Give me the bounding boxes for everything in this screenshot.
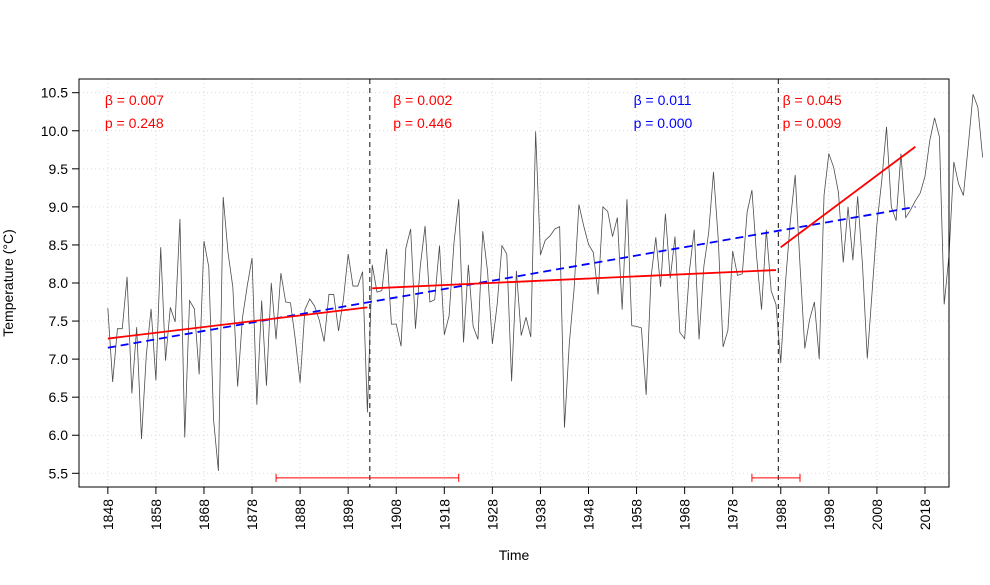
x-tick-label: 1888 (292, 499, 308, 530)
x-tick-label: 1878 (244, 499, 260, 530)
beta-annotation: β = 0.007 (105, 92, 164, 108)
overall-trend-line (107, 205, 916, 349)
y-tick-label: 6.5 (49, 389, 69, 405)
y-tick-label: 7.0 (49, 351, 69, 367)
annotation-layer: β = 0.007 p = 0.248 β = 0.002 p = 0.446 β = … (105, 92, 842, 131)
y-tick-label: 9.5 (49, 161, 69, 177)
x-tick-label: 1918 (436, 499, 452, 530)
y-tick-label: 10.0 (41, 123, 68, 139)
x-tick-label: 1968 (677, 499, 693, 530)
observed-temperature-line (107, 94, 984, 472)
y-tick-label: 6.0 (49, 427, 69, 443)
beta-annotation: β = 0.045 (783, 92, 842, 108)
p-value-annotation: p = 0.248 (105, 115, 164, 131)
segment-trend-line (107, 306, 368, 340)
x-tick-label: 1958 (629, 499, 645, 530)
x-tick-label: 1938 (532, 499, 548, 530)
segment-trend-line (780, 146, 916, 248)
y-tick-label: 9.0 (49, 199, 69, 215)
y-tick-label: 10.5 (41, 85, 68, 101)
y-tick-label: 8.5 (49, 237, 69, 253)
y-axis: 5.5 6.0 6.5 7.0 7.5 8.0 8.5 9.0 9.5 10.0 10.5 (41, 85, 79, 481)
x-tick-label: 1948 (581, 499, 597, 530)
x-axis-title: Time (499, 547, 530, 563)
x-axis: 1848 1858 1868 1878 1888 1898 1908 1918 1928 1938… (100, 487, 933, 530)
beta-annotation: β = 0.002 (393, 92, 452, 108)
beta-annotation: β = 0.011 (634, 92, 692, 108)
x-tick-label: 2008 (869, 499, 885, 530)
segment-trend-line (372, 269, 777, 290)
y-tick-label: 7.5 (49, 313, 69, 329)
x-tick-label: 1928 (484, 499, 500, 530)
p-value-annotation: p = 0.446 (393, 115, 452, 131)
x-tick-label: 1898 (340, 499, 356, 530)
x-tick-label: 1998 (821, 499, 837, 530)
x-tick-label: 1848 (100, 499, 116, 530)
x-tick-label: 1868 (196, 499, 212, 530)
y-tick-label: 8.0 (49, 275, 69, 291)
y-axis-title: Temperature (°C) (0, 229, 16, 337)
x-tick-label: 1978 (725, 499, 741, 530)
x-tick-label: 1858 (148, 499, 164, 530)
series-layer (107, 79, 984, 487)
x-tick-label: 1908 (388, 499, 404, 530)
y-tick-label: 5.5 (49, 465, 69, 481)
p-value-annotation: p = 0.009 (783, 115, 842, 131)
p-value-annotation: p = 0.000 (634, 115, 693, 131)
x-tick-label: 1988 (773, 499, 789, 530)
x-tick-label: 2018 (917, 499, 933, 530)
